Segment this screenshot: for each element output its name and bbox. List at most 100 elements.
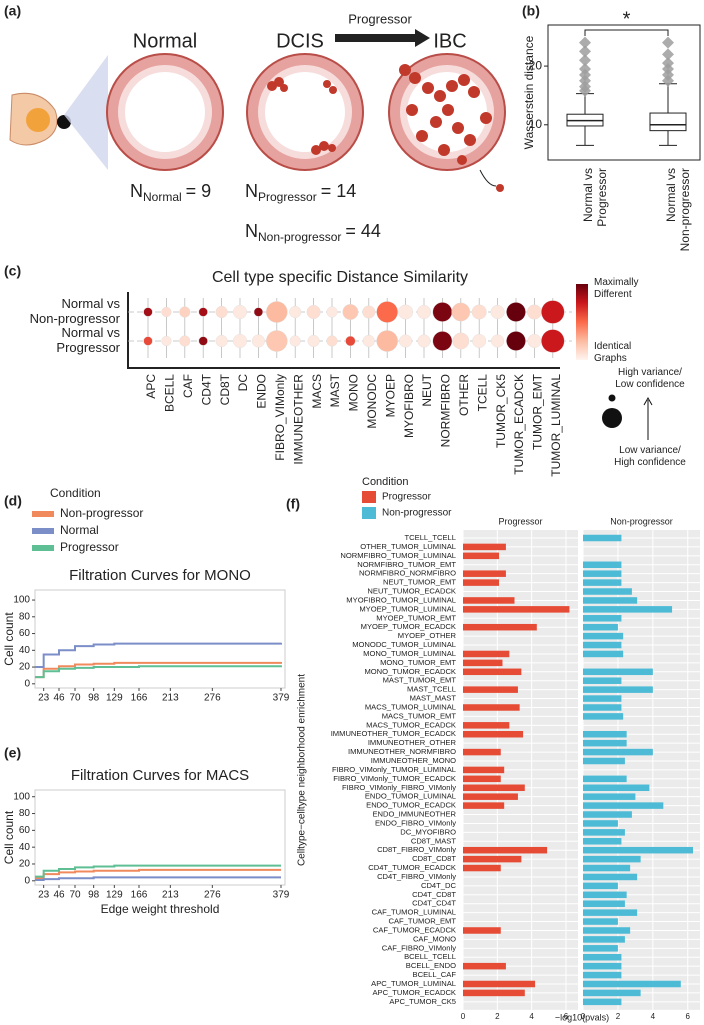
bar [583, 936, 625, 943]
duct-dcis [246, 53, 364, 171]
x-tick-label: MYOEP [383, 374, 397, 417]
bar [583, 918, 618, 925]
dot [289, 335, 301, 347]
legend-swatch [362, 507, 376, 519]
bar [463, 668, 522, 676]
label-line: Normal vs [61, 325, 120, 340]
progression-arrow [335, 29, 430, 47]
x-axis-label: Edge weight threshold [101, 902, 220, 916]
y-tick-label: CAF_TUMOR_LUMINAL [372, 908, 456, 917]
y-tick-label: MAST_MAST [410, 694, 457, 703]
y-tick-label: 80 [19, 808, 31, 819]
dot [198, 307, 208, 317]
y-tick-label: APC_TUMOR_LUMINAL [371, 979, 456, 988]
symbol: N [130, 181, 143, 201]
label-line: High variance/ [618, 367, 682, 378]
y-tick-label: BCELL_ENDO [406, 961, 456, 970]
y-tick-label: CD8T_FIBRO_VIMonly [377, 845, 456, 854]
x-tick-label: TUMOR_ECADCK [512, 374, 526, 475]
y-tick-label: NORMFIBRO_NORMFIBRO [359, 569, 456, 578]
x-tick-label: 129 [106, 890, 123, 901]
count-label: NNon-progressor = 44 [245, 221, 381, 244]
bar [583, 989, 641, 997]
bar [583, 793, 636, 800]
bar [583, 632, 624, 640]
equals: = 44 [345, 221, 381, 241]
facet-title: Non-progressor [610, 516, 673, 526]
y-tick-label: 20 [529, 58, 543, 72]
duct-ibc [388, 53, 506, 192]
panel-label: (d) [4, 493, 22, 509]
x-tick-label: 276 [204, 693, 221, 704]
y-tick-label: DC_MYOFIBRO [400, 827, 456, 836]
bar [463, 864, 501, 872]
dot [541, 300, 565, 324]
dot [251, 334, 265, 348]
panel-label: (b) [522, 3, 540, 19]
stage-label: DCIS [276, 30, 324, 52]
dot [326, 335, 338, 347]
bar [583, 945, 618, 952]
x-tick-label: 4 [529, 1012, 534, 1021]
bar [463, 686, 518, 693]
x-tick-label: 129 [106, 693, 123, 704]
y-axis-label: Cell count [2, 612, 16, 666]
tumor-cells [399, 64, 504, 192]
y-tick-label: 40 [19, 842, 31, 853]
bar [583, 597, 638, 604]
label-line: Normal vs [581, 168, 595, 222]
dot [452, 332, 470, 350]
y-tick-label: 0 [24, 678, 30, 689]
label: Low variance/High confidence [614, 445, 686, 468]
panel-label: (e) [4, 745, 21, 761]
significance-bracket [584, 29, 669, 36]
bar [463, 570, 506, 577]
y-tick-label: ENDO_FIBRO_VIMonly [375, 818, 456, 827]
legend-label: Normal [60, 523, 99, 537]
y-axis-label: Wasserstein distance [522, 35, 536, 149]
bar [583, 615, 622, 622]
y-tick-label: APC_TUMOR_CK5 [389, 997, 456, 1006]
y-tick-label: APC_TUMOR_ECADCK [372, 988, 456, 997]
y-tick-label: NEUT_TUMOR_ECADCK [367, 587, 456, 596]
y-tick-label: CAF_FIBRO_VIMonly [382, 943, 456, 952]
dot [506, 302, 526, 322]
bar [583, 668, 653, 676]
dot [490, 305, 505, 319]
bar [583, 829, 625, 836]
panel-label: (f) [286, 496, 300, 512]
y-tick-label: CD4T_CD8T [412, 890, 456, 899]
y-tick-label: MYOEP_TUMOR_LUMINAL [359, 604, 456, 613]
outlier [579, 63, 591, 76]
dot [526, 304, 542, 320]
bar [583, 606, 673, 613]
count-label: NNormal = 9 [130, 181, 211, 204]
dot [417, 305, 431, 319]
size-arrow [643, 396, 653, 440]
lumen [265, 72, 345, 152]
x-tick-label: 0 [461, 1012, 466, 1021]
y-tick-label: FIBRO_VIMonly_TUMOR_LUMINAL [332, 765, 456, 774]
duct-normal [106, 53, 224, 171]
label: Identical Graphs [594, 341, 631, 364]
y-tick-label: MYOFIBRO_TUMOR_LUMINAL [346, 595, 456, 604]
box [649, 112, 687, 132]
dot [472, 334, 487, 348]
x-tick-label: 23 [38, 890, 50, 901]
bar [583, 623, 618, 631]
outlier [579, 54, 591, 67]
facet-title: Progressor [498, 516, 542, 526]
bar [583, 730, 627, 738]
bar [583, 686, 653, 693]
bar [463, 704, 520, 711]
chart-title: Cell type specific Distance Similarity [212, 269, 468, 286]
dot [215, 305, 228, 319]
y-tick-label: OTHER_TUMOR_LUMINAL [360, 542, 456, 551]
bar [583, 864, 631, 872]
chart-title: Filtration Curves for MONO [69, 567, 251, 584]
y-tick-label: CD4T_FIBRO_VIMonly [377, 872, 456, 881]
bar [463, 766, 505, 774]
label-line: Normal vs [664, 168, 678, 222]
bar [583, 704, 622, 711]
bar [463, 606, 570, 613]
